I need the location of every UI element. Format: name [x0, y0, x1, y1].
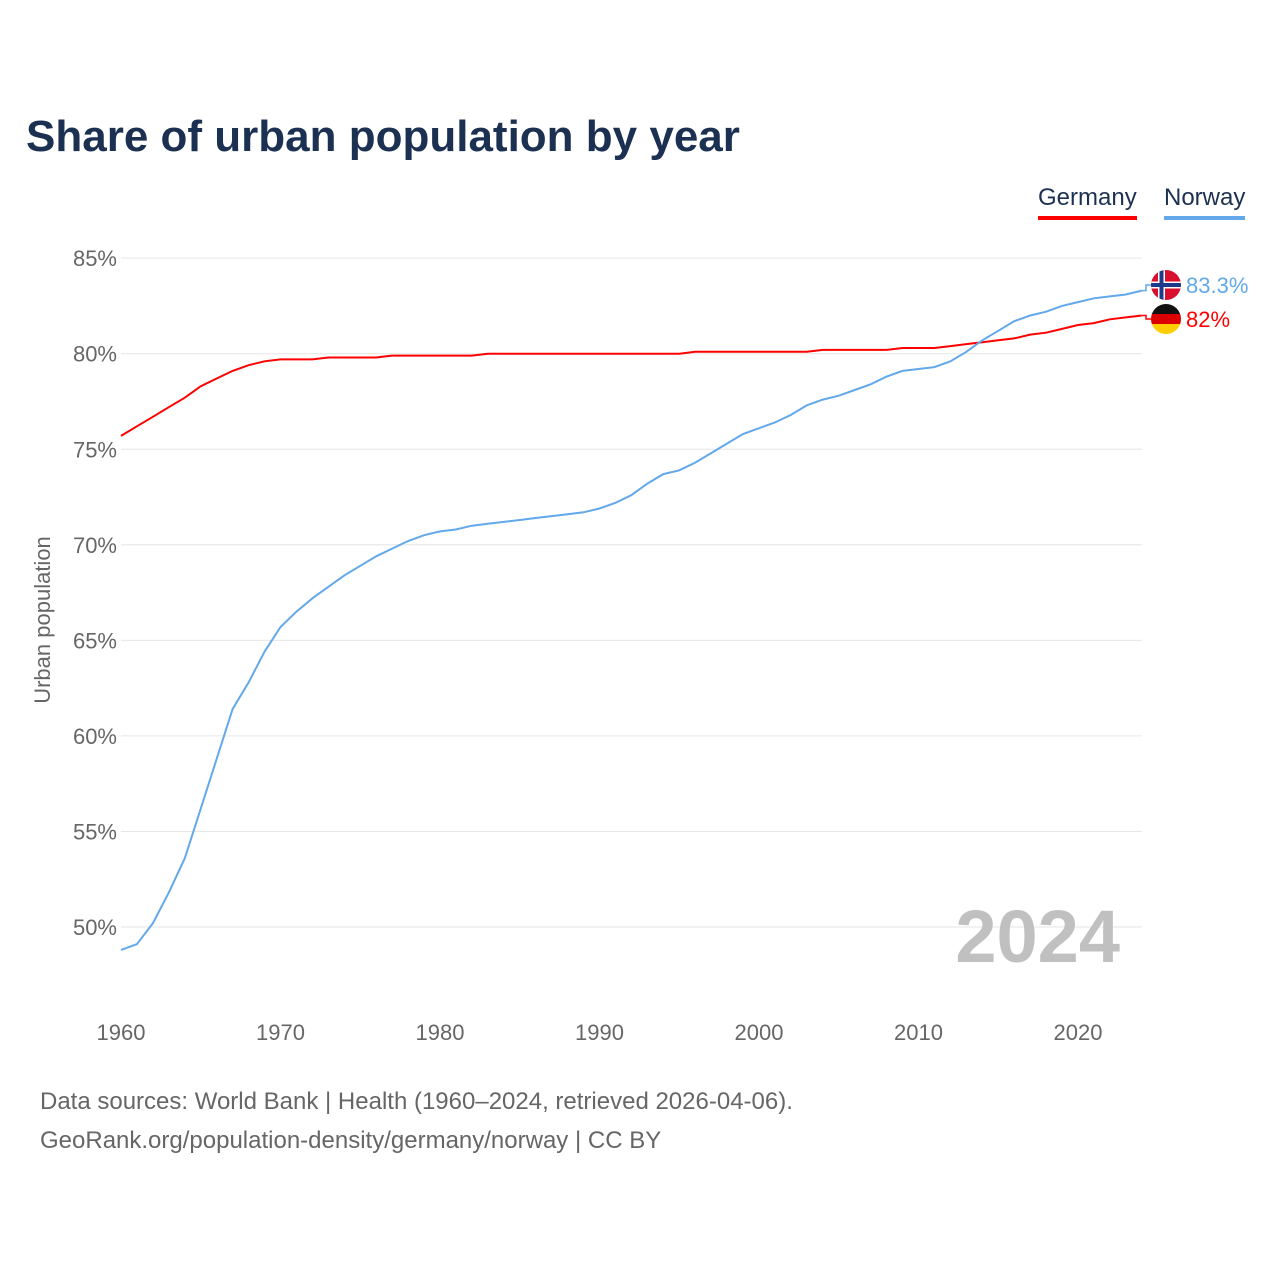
- y-tick-label: 80%: [73, 342, 117, 367]
- germany-flag-icon: [1151, 304, 1181, 334]
- y-tick-label: 60%: [73, 724, 117, 749]
- end-value-label-germany: 82%: [1186, 307, 1230, 332]
- y-tick-label: 70%: [73, 533, 117, 558]
- x-tick-label: 1960: [97, 1020, 146, 1045]
- x-tick-label: 2020: [1054, 1020, 1103, 1045]
- legend-norway[interactable]: Norway: [1164, 184, 1246, 220]
- y-tick-label: 50%: [73, 915, 117, 940]
- legend-germany[interactable]: Germany: [1038, 184, 1137, 220]
- attribution-link[interactable]: GeoRank.org/population-density/germany/n…: [40, 1127, 662, 1154]
- x-tick-label: 1980: [416, 1020, 465, 1045]
- end-label-connector: [1142, 314, 1151, 320]
- y-tick-label: 55%: [73, 819, 117, 844]
- series-line-norway[interactable]: [120, 289, 1143, 951]
- y-tick-label: 75%: [73, 437, 117, 462]
- chart-title: Share of urban population by year: [26, 112, 740, 161]
- y-tick-label: 65%: [73, 628, 117, 653]
- year-watermark: 2024: [955, 895, 1120, 978]
- x-tick-label: 1970: [256, 1020, 305, 1045]
- x-tick-label: 2010: [894, 1020, 943, 1045]
- end-value-label-norway: 83.3%: [1186, 273, 1248, 298]
- end-label-connector: [1142, 284, 1151, 292]
- norway-flag-icon: [1151, 270, 1181, 300]
- x-tick-label: 2000: [735, 1020, 784, 1045]
- y-axis-label: Urban population: [30, 536, 55, 704]
- source-text: Data sources: World Bank | Health (1960–…: [40, 1088, 793, 1115]
- y-tick-label: 85%: [73, 246, 117, 271]
- x-tick-label: 1990: [575, 1020, 624, 1045]
- series-line-germany[interactable]: [120, 314, 1142, 437]
